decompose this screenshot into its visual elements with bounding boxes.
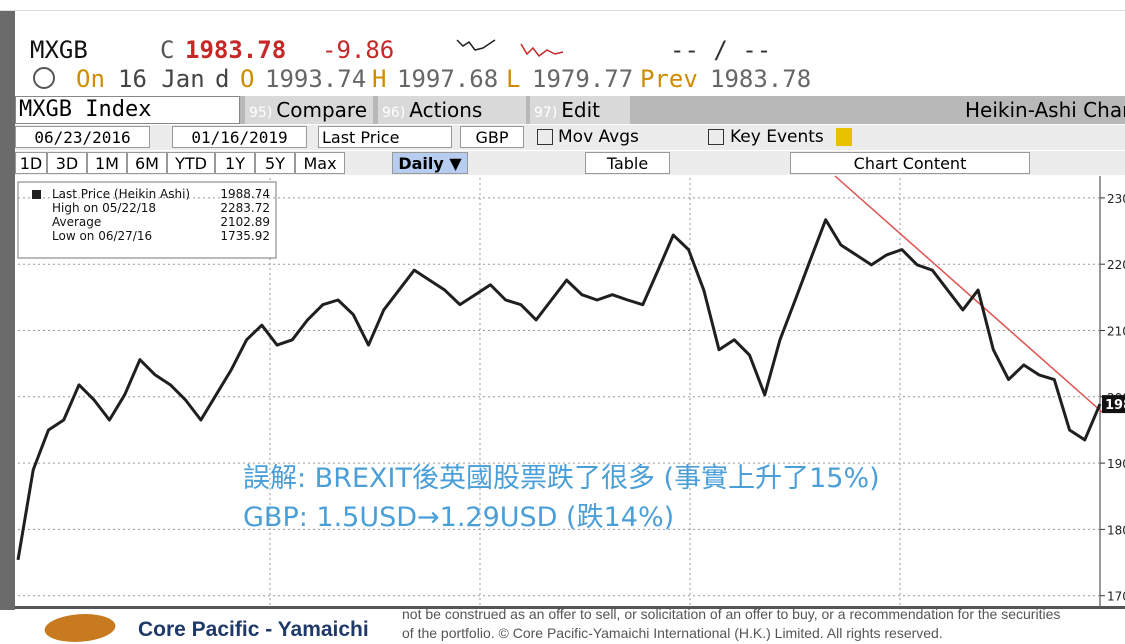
open-label: O — [240, 65, 255, 93]
actions: Actions — [409, 98, 483, 122]
y-tick-label: 2100 — [1107, 325, 1125, 339]
legend-stat-value: 1735.92 — [220, 229, 270, 243]
disclaimer-line: not be construed as an offer to sell, or… — [402, 606, 1061, 622]
close: 1983.78 — [185, 36, 287, 64]
actions-num: 96) — [382, 105, 406, 121]
left-strip — [0, 10, 15, 610]
legend-box — [17, 181, 277, 259]
period-button[interactable]: 6M — [127, 152, 167, 174]
end-date[interactable]: 01/16/2019 — [172, 126, 307, 148]
actions-button[interactable]: 96) Actions — [378, 96, 526, 124]
legend-value: 1988.74 — [220, 187, 270, 201]
high-label: H — [372, 65, 387, 93]
period-button[interactable]: 1D — [15, 152, 47, 174]
start-date[interactable]: 06/23/2016 — [15, 126, 150, 148]
legend-stat-value: 2102.89 — [220, 215, 270, 229]
on-label: On — [76, 65, 105, 93]
y-tick-label: 2300 — [1107, 192, 1125, 206]
mov-avgs: Mov Avgs — [558, 127, 639, 147]
last-price-label: 1988.74 — [1105, 398, 1125, 413]
prev-label: Prev — [640, 65, 698, 93]
security-field[interactable]: MXGB Index — [15, 96, 240, 124]
y-tick-label: 1900 — [1107, 457, 1125, 471]
freq-code: d — [215, 65, 230, 93]
compare-num: 95) — [249, 105, 273, 121]
edit: Edit — [561, 98, 601, 122]
low-label: L — [506, 65, 521, 93]
key-events: Key Events — [730, 127, 824, 147]
legend-stat-value: 2283.72 — [220, 201, 270, 215]
compare: Compare — [276, 98, 368, 122]
y-tick-label: 1700 — [1107, 590, 1125, 604]
legend-stat-label: Average — [52, 215, 101, 229]
period-button[interactable]: 3D — [47, 152, 87, 174]
legend-stat-label: High on 05/22/18 — [52, 201, 156, 215]
prev: 1983.78 — [710, 65, 812, 93]
clock-icon — [33, 67, 55, 89]
y-tick-label: 1800 — [1107, 523, 1125, 537]
sparklines — [456, 39, 564, 58]
y-tick-label: 2200 — [1107, 258, 1125, 272]
footer — [15, 606, 1125, 644]
change: -9.86 — [322, 36, 395, 64]
period-button[interactable]: Max — [295, 152, 345, 174]
disclaimer-line: of the portfolio. © Core Pacific-Yamaich… — [402, 625, 943, 641]
legend-entry: Last Price (Heikin Ashi) — [52, 187, 190, 201]
low: 1979.77 — [532, 65, 634, 93]
ticker: MXGB — [30, 36, 88, 64]
period-button[interactable]: 1Y — [215, 152, 255, 174]
table-button[interactable]: Table — [585, 152, 670, 174]
annotation: GBP: 1.5USD→1.29USD (跌14%) — [243, 502, 674, 533]
info-icon[interactable] — [836, 128, 852, 146]
annotation: 誤解: BREXIT後英國股票跌了很多 (事實上升了15%) — [243, 463, 880, 494]
edit-num: 97) — [534, 105, 558, 121]
currency-select[interactable]: GBP — [460, 126, 524, 148]
chart-name: Heikin-Ashi Chart — [965, 98, 1125, 122]
period-button[interactable]: YTD — [167, 152, 215, 174]
dashes: -- / -- — [670, 36, 772, 64]
vertical-grid — [269, 178, 901, 605]
chart-content-button[interactable]: Chart Content — [790, 152, 1030, 174]
open: 1993.74 — [265, 65, 367, 93]
frequency-select[interactable]: Daily ▼ — [392, 152, 468, 174]
price-line — [16, 218, 1102, 561]
period-button[interactable]: 1M — [87, 152, 127, 174]
close-label: C — [160, 36, 175, 64]
company-name: Core Pacific - Yamaichi — [138, 618, 369, 641]
edit-button[interactable]: 97) Edit — [530, 96, 630, 124]
high: 1997.68 — [397, 65, 499, 93]
mov-avgs-checkbox[interactable] — [537, 129, 553, 145]
period-button[interactable]: 5Y — [255, 152, 295, 174]
field-select[interactable]: Last Price — [318, 126, 452, 148]
compare-button[interactable]: 95) Compare — [245, 96, 373, 124]
legend-stat-label: Low on 06/27/16 — [52, 229, 152, 243]
last-price-tag — [1102, 395, 1125, 414]
trend-line — [834, 175, 1103, 413]
key-events-checkbox[interactable] — [708, 129, 724, 145]
date: 16 Jan — [118, 65, 205, 93]
legend-swatch — [32, 190, 41, 199]
top-border — [0, 10, 1125, 11]
